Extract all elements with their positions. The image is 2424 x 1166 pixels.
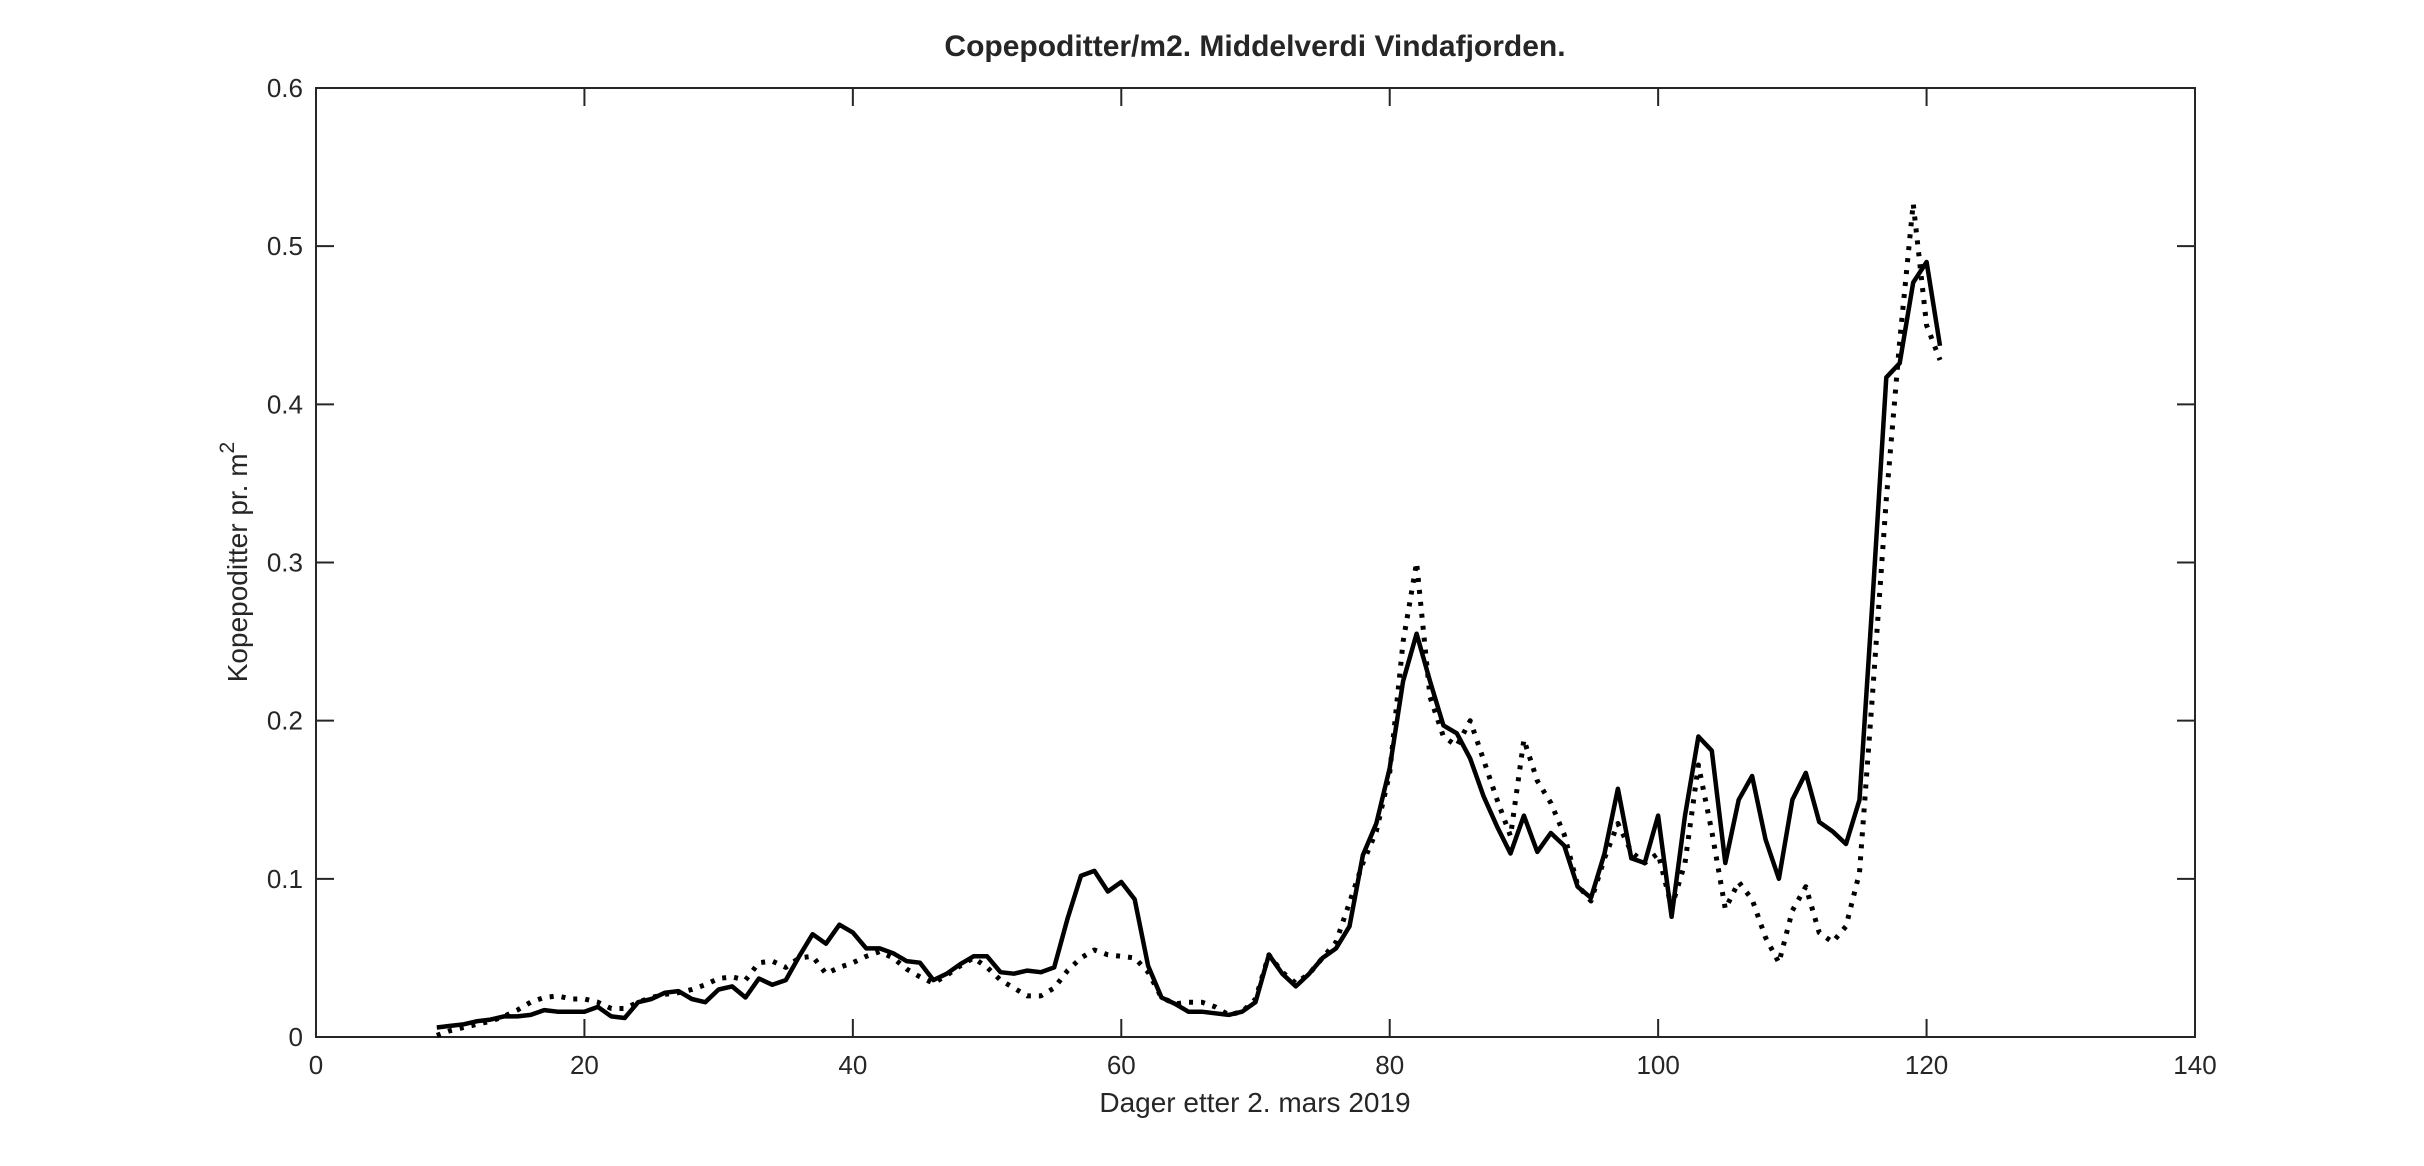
y-tick-label: 0.6 bbox=[267, 73, 303, 103]
y-tick-label: 0.4 bbox=[267, 389, 303, 419]
x-tick-label: 20 bbox=[570, 1050, 599, 1080]
y-tick-label: 0.5 bbox=[267, 231, 303, 261]
chart-title: Copepoditter/m2. Middelverdi Vindafjorde… bbox=[944, 30, 1565, 63]
y-axis-label: Kopepoditter pr. m2 bbox=[216, 442, 253, 683]
x-axis-label: Dager etter 2. mars 2019 bbox=[1099, 1087, 1410, 1118]
y-tick-label: 0.2 bbox=[267, 706, 303, 736]
x-tick-label: 40 bbox=[838, 1050, 867, 1080]
x-tick-label: 120 bbox=[1905, 1050, 1948, 1080]
axes: 0 20 40 60 80 100 120 140 0 0.1 0.2 0.3 0.4 0.5 0.6 bbox=[267, 73, 2217, 1080]
x-tick-label: 80 bbox=[1375, 1050, 1404, 1080]
y-tick-label: 0.3 bbox=[267, 548, 303, 578]
y-tick-label: 0 bbox=[289, 1022, 303, 1052]
plot-box bbox=[315, 87, 2196, 1038]
x-tick-label: 100 bbox=[1636, 1050, 1679, 1080]
x-tick-label: 60 bbox=[1107, 1050, 1136, 1080]
series-dotted-line bbox=[435, 201, 1943, 1038]
x-tick-label: 0 bbox=[309, 1050, 323, 1080]
y-tick-label: 0.1 bbox=[267, 864, 303, 894]
series-lines bbox=[435, 201, 1943, 1038]
x-tick-label: 140 bbox=[2173, 1050, 2216, 1080]
series-solid-line bbox=[436, 259, 1943, 1030]
